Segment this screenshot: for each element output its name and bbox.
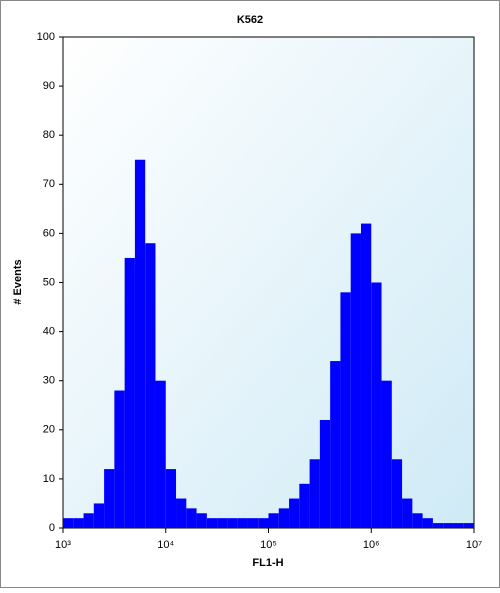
bar: [73, 518, 84, 528]
bar: [278, 508, 290, 528]
bar: [165, 469, 177, 528]
bar: [330, 361, 341, 528]
y-tick-label: 50: [43, 276, 55, 288]
bar: [186, 508, 197, 528]
bar: [176, 498, 187, 528]
y-axis-label: # Events: [12, 259, 24, 304]
bar: [93, 503, 105, 528]
y-tick-label: 20: [43, 424, 55, 436]
x-tick-label: 10⁷: [466, 539, 482, 551]
bar: [104, 469, 115, 528]
chart-title: K562: [237, 14, 263, 26]
y-tick-label: 30: [43, 375, 55, 387]
bar: [412, 513, 423, 528]
x-axis-label: FL1-H: [252, 557, 283, 569]
bar: [299, 483, 310, 528]
bars: [63, 159, 474, 528]
bar: [145, 243, 156, 528]
bar: [237, 518, 248, 528]
bar: [83, 513, 94, 528]
bar: [134, 159, 146, 528]
bar: [247, 518, 259, 528]
y-tick-label: 60: [43, 227, 55, 239]
bar: [206, 518, 218, 528]
bar: [463, 523, 474, 528]
bar: [319, 419, 331, 528]
bar: [289, 498, 300, 528]
y-tick-label: 70: [43, 178, 55, 190]
bar: [63, 518, 74, 528]
bar: [391, 459, 403, 528]
bar: [340, 292, 351, 528]
x-tick-label: 10⁵: [260, 539, 277, 551]
bar: [422, 518, 433, 528]
bar: [350, 233, 361, 528]
bar: [371, 282, 382, 528]
bar: [381, 380, 392, 528]
bar: [432, 523, 444, 528]
y-tick-label: 0: [49, 522, 55, 534]
x-tick-label: 10³: [55, 539, 71, 551]
bar: [258, 518, 269, 528]
bar: [124, 257, 135, 528]
bar: [443, 523, 454, 528]
y-tick-label: 40: [43, 326, 55, 338]
bar: [227, 518, 238, 528]
y-tick-label: 80: [43, 129, 55, 141]
y-tick-label: 10: [43, 473, 55, 485]
y-tick-label: 90: [43, 80, 55, 92]
bar: [196, 513, 207, 528]
bar: [360, 223, 372, 528]
bar: [114, 390, 125, 528]
bar: [402, 498, 413, 528]
y-tick-label: 100: [37, 31, 55, 43]
x-tick-label: 10⁴: [157, 539, 174, 551]
bar: [155, 380, 166, 528]
bar: [217, 518, 228, 528]
bar: [453, 523, 464, 528]
x-tick-label: 10⁶: [363, 539, 380, 551]
bar: [309, 459, 320, 528]
bar: [268, 513, 279, 528]
